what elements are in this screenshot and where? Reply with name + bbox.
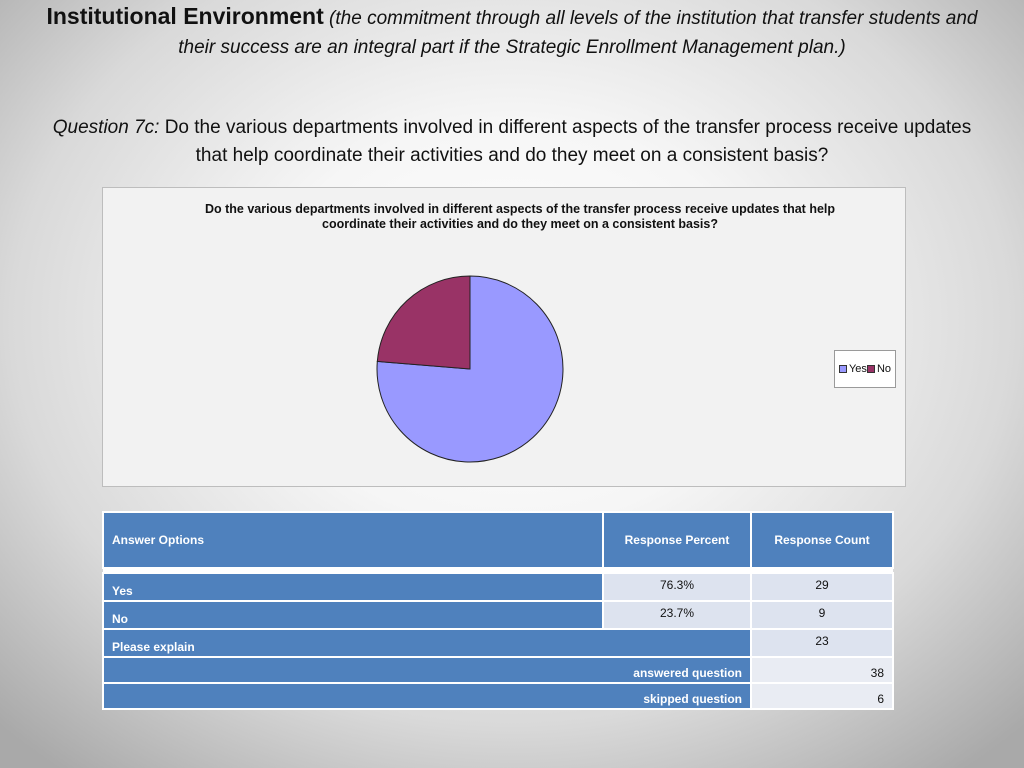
- pie-chart: [376, 275, 564, 463]
- table-row: skipped question 6: [102, 682, 894, 710]
- answer-option-yes: Yes: [102, 572, 604, 602]
- legend-swatch: [838, 365, 847, 373]
- response-table: Answer Options Response Percent Response…: [102, 511, 894, 710]
- question-text: Do the various departments involved in d…: [164, 117, 972, 166]
- answered-question-label: answered question: [102, 656, 752, 684]
- percent-yes: 76.3%: [602, 572, 752, 602]
- count-yes: 29: [750, 572, 894, 602]
- chart-legend: Yes No: [834, 350, 896, 388]
- pie-slice-yes: [376, 275, 564, 463]
- skipped-question-label: skipped question: [102, 682, 752, 710]
- slide-heading: Institutional Environment (the commitmen…: [40, 2, 984, 62]
- question-prefix: Question 7c:: [52, 117, 160, 138]
- percent-no: 23.7%: [602, 600, 752, 630]
- table-row: Yes 76.3% 29: [102, 572, 894, 602]
- pie-slice-no: [376, 275, 471, 370]
- slide-subtitle: (the commitment through all levels of th…: [178, 8, 978, 58]
- please-explain-count: 23: [750, 628, 894, 658]
- table-header-row: Answer Options Response Percent Response…: [102, 511, 894, 569]
- header-answer-options: Answer Options: [102, 511, 604, 569]
- skipped-question-value: 6: [750, 682, 894, 710]
- legend-label: Yes: [848, 363, 867, 375]
- chart-title: Do the various departments involved in d…: [204, 202, 836, 231]
- question-block: Question 7c: Do the various departments …: [40, 114, 984, 170]
- table-row: answered question 38: [102, 656, 894, 684]
- header-response-percent: Response Percent: [602, 511, 752, 569]
- slide-title: Institutional Environment: [46, 3, 324, 29]
- header-response-count: Response Count: [750, 511, 894, 569]
- legend-item-no: No: [866, 363, 891, 375]
- count-no: 9: [750, 600, 894, 630]
- please-explain-label: Please explain: [102, 628, 752, 658]
- pie-chart-panel: Do the various departments involved in d…: [102, 187, 906, 487]
- legend-item-yes: Yes: [838, 363, 867, 375]
- answered-question-value: 38: [750, 656, 894, 684]
- answer-option-no: No: [102, 600, 604, 630]
- table-row: No 23.7% 9: [102, 600, 894, 630]
- legend-swatch: [866, 365, 875, 373]
- legend-label: No: [876, 363, 891, 375]
- table-row: Please explain 23: [102, 628, 894, 658]
